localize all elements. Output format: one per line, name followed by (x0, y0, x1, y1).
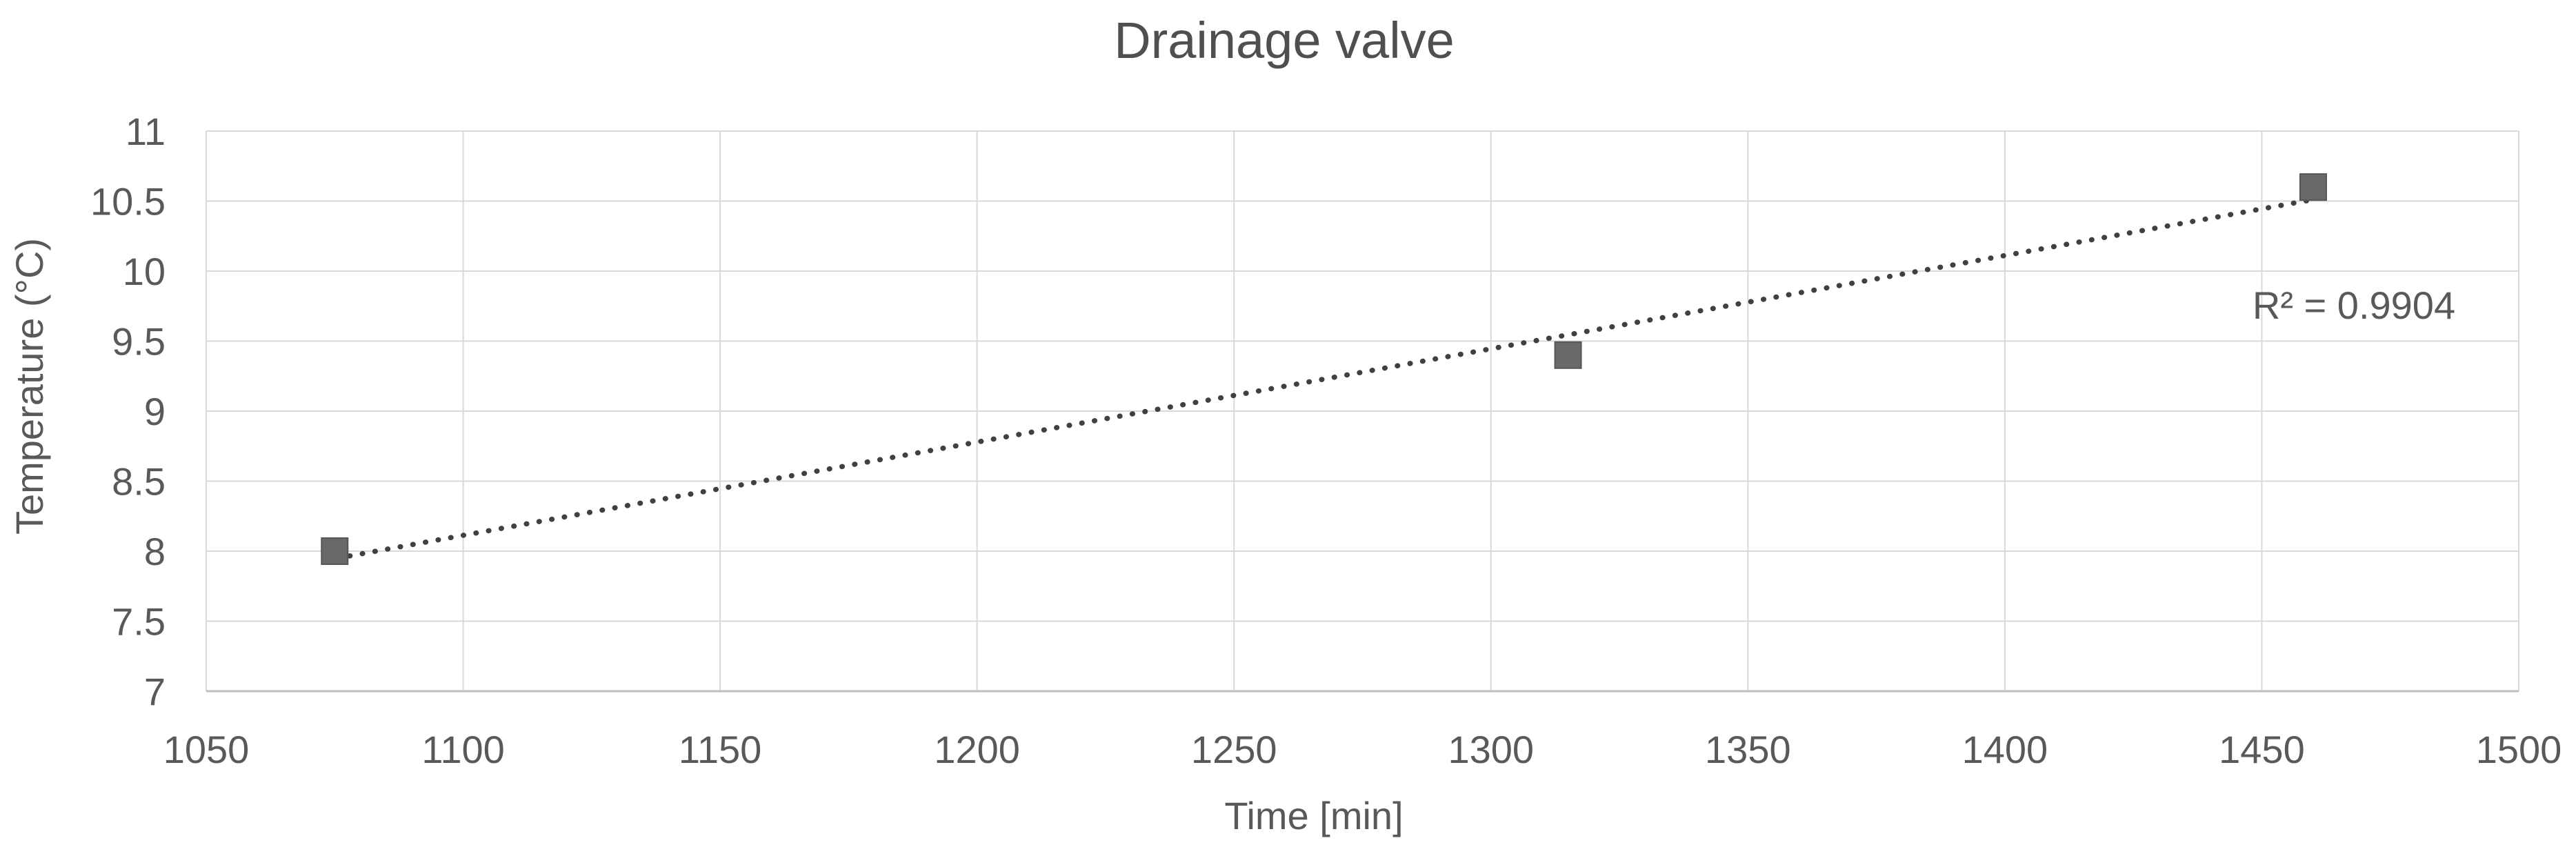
x-tick-label: 1150 (679, 728, 761, 771)
y-tick-label: 8.5 (112, 460, 166, 504)
data-point-marker (2299, 173, 2327, 201)
data-point-marker (1554, 341, 1582, 369)
x-tick-label: 1200 (934, 728, 1020, 771)
data-points-layer (321, 173, 2327, 565)
x-tick-label: 1300 (1448, 728, 1534, 771)
x-axis-title: Time [min] (1224, 794, 1403, 837)
x-tick-label: 1050 (163, 728, 250, 771)
data-point-marker (321, 537, 349, 565)
y-tick-label: 7 (144, 670, 166, 713)
y-tick-label: 11 (126, 110, 166, 153)
y-axis-title: Temperature (°C) (8, 238, 51, 535)
r-squared-label: R² = 0.9904 (2253, 284, 2455, 327)
y-tick-label: 7.5 (112, 600, 166, 644)
x-tick-label: 1400 (1962, 728, 2048, 771)
x-tick-label: 1250 (1191, 728, 1277, 771)
x-tick-label: 1100 (421, 728, 504, 771)
trendline (321, 196, 2322, 564)
chart-title: Drainage valve (1114, 12, 1455, 69)
x-tick-label: 1450 (2219, 728, 2305, 771)
trendline-layer (321, 196, 2322, 564)
gridlines-layer (206, 130, 2519, 692)
x-tick-label: 1350 (1705, 728, 1791, 771)
tick-labels-layer: 1050 1100 1150 1200 1250 1300 1350 1400 1450 1500… (90, 110, 2562, 771)
x-tick-label: 1500 (2476, 728, 2562, 771)
y-tick-label: 9.5 (112, 320, 166, 364)
y-tick-label: 9 (144, 390, 166, 433)
y-tick-label: 8 (144, 530, 166, 573)
y-tick-label: 10 (123, 250, 166, 293)
y-tick-label: 10.5 (90, 180, 166, 223)
